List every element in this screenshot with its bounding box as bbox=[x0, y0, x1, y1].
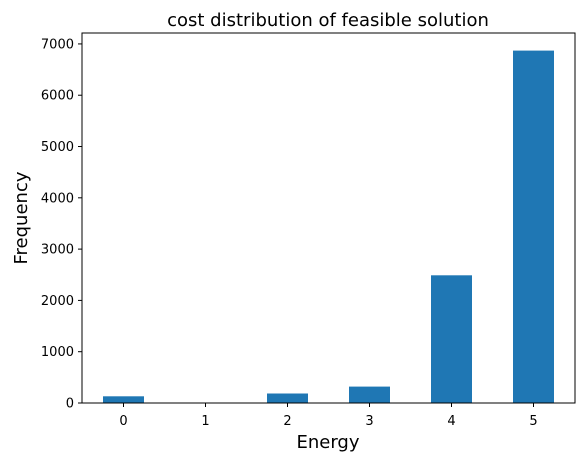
bars-group bbox=[103, 50, 554, 403]
x-tick-label: 1 bbox=[201, 414, 209, 429]
plot-frame bbox=[81, 32, 576, 404]
y-tick-label: 2000 bbox=[41, 294, 74, 309]
x-axis: 0 1 2 3 4 5 bbox=[119, 403, 538, 429]
bar-energy-2 bbox=[267, 393, 308, 403]
y-tick-label: 5000 bbox=[41, 140, 74, 155]
chart-title: cost distribution of feasible solution bbox=[167, 10, 489, 31]
y-axis: 0 1000 2000 3000 4000 5000 6000 7000 bbox=[41, 37, 82, 412]
bar-energy-3 bbox=[349, 386, 390, 403]
x-axis-title: Energy bbox=[296, 432, 359, 453]
y-tick-label: 3000 bbox=[41, 243, 74, 258]
y-tick-label: 6000 bbox=[41, 89, 74, 104]
y-tick-label: 0 bbox=[66, 397, 74, 412]
bar-energy-5 bbox=[513, 50, 554, 403]
y-axis-title: Frequency bbox=[11, 171, 32, 264]
x-tick-label: 0 bbox=[119, 414, 127, 429]
x-tick-label: 5 bbox=[529, 414, 537, 429]
x-tick-label: 4 bbox=[447, 414, 455, 429]
y-tick-label: 4000 bbox=[41, 191, 74, 206]
x-tick-label: 3 bbox=[365, 414, 373, 429]
bar-energy-0 bbox=[103, 396, 144, 403]
y-tick-label: 7000 bbox=[41, 37, 74, 52]
x-tick-label: 2 bbox=[283, 414, 291, 429]
bar-energy-4 bbox=[431, 275, 472, 403]
y-tick-label: 1000 bbox=[41, 345, 74, 360]
